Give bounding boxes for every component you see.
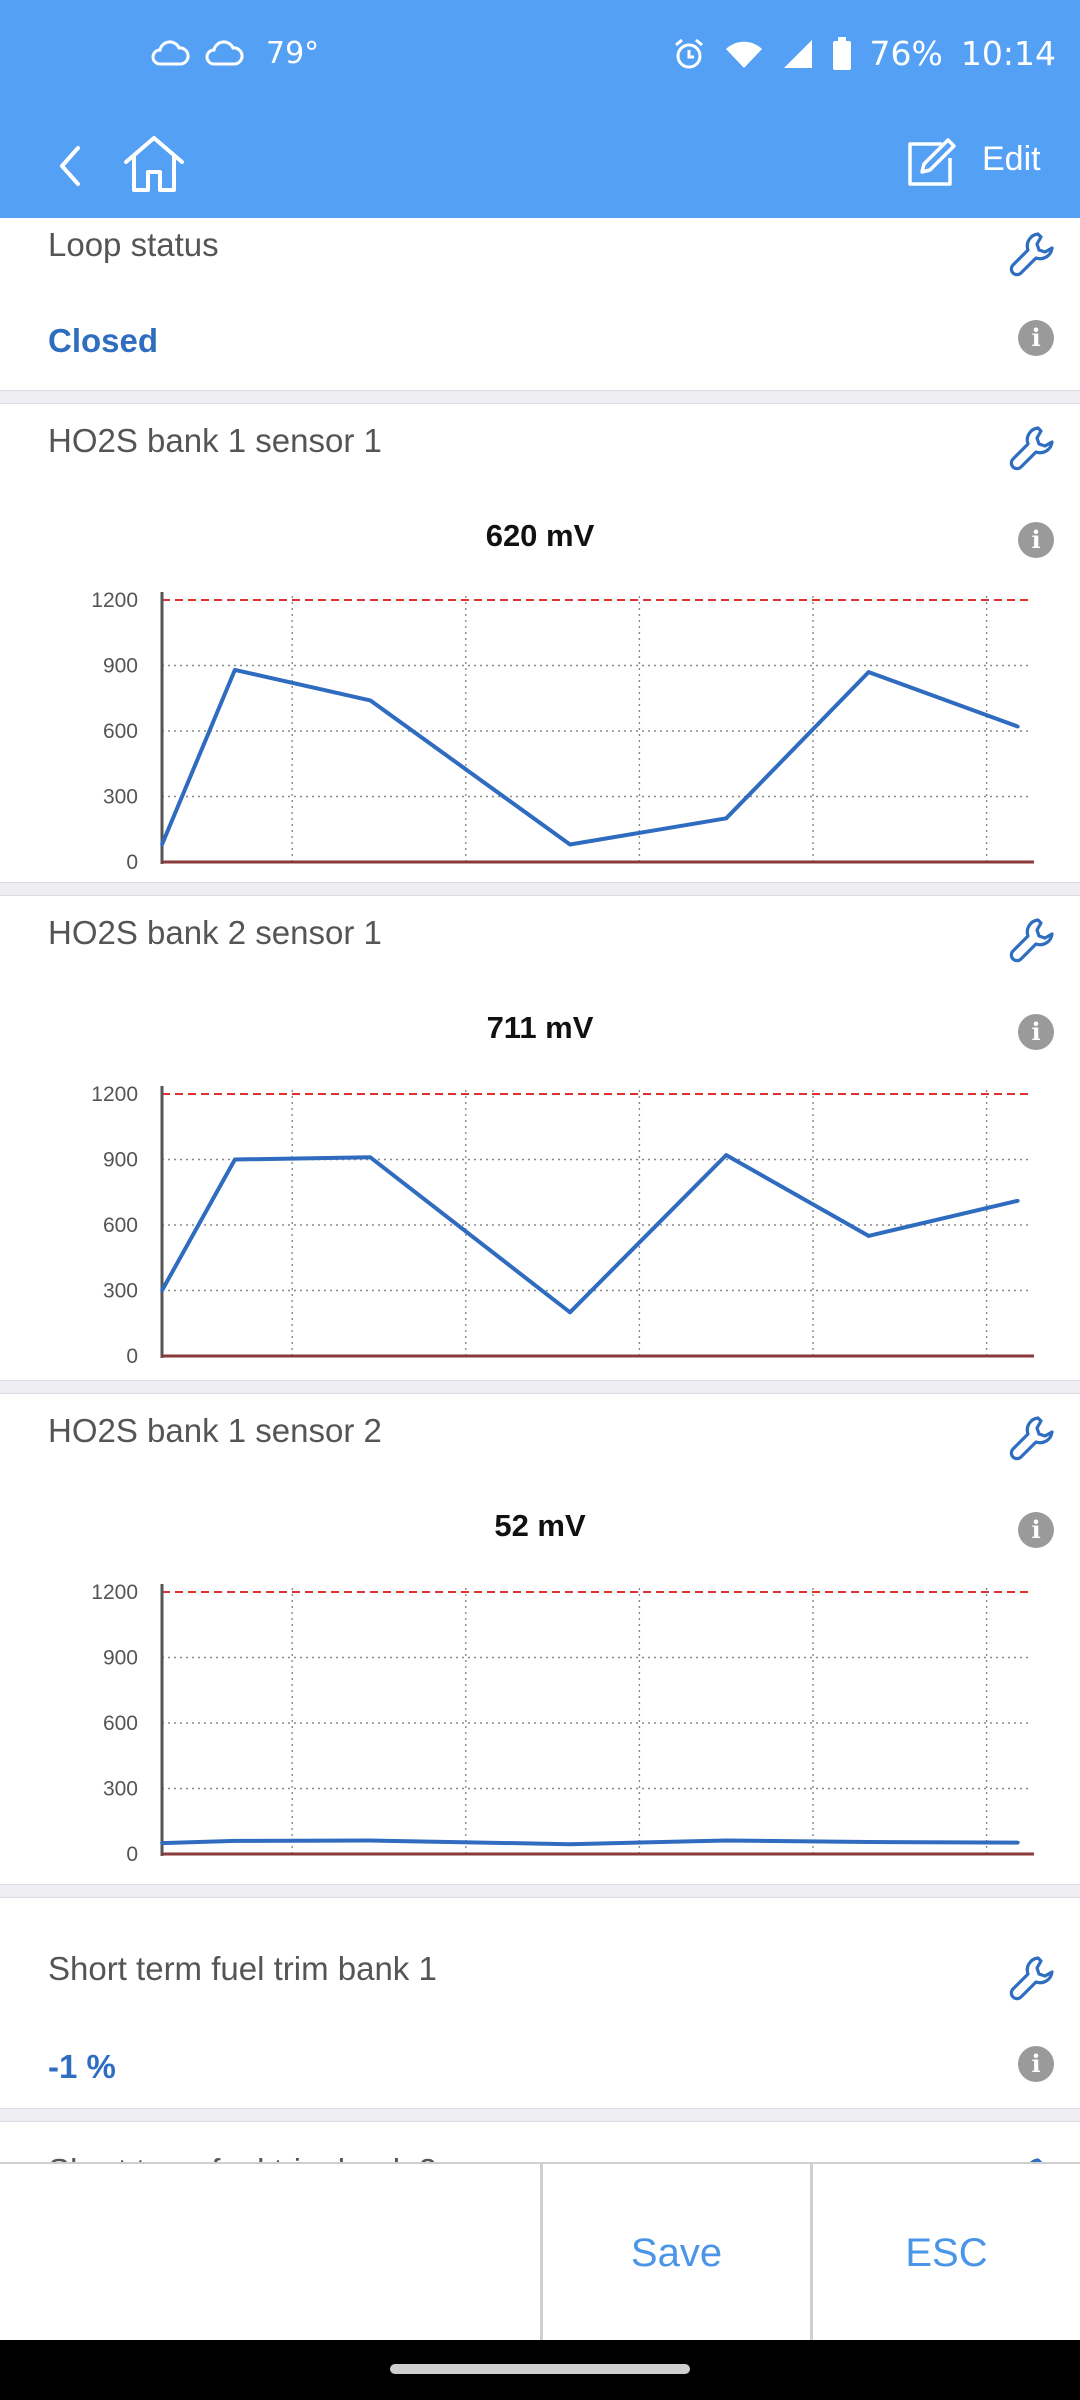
y-tick-label: 600 bbox=[103, 720, 138, 743]
data-point bbox=[368, 698, 373, 703]
y-tick-label: 0 bbox=[126, 1345, 138, 1366]
y-tick-label: 300 bbox=[103, 1280, 138, 1303]
separator bbox=[0, 882, 1080, 896]
info-icon[interactable]: i bbox=[1018, 522, 1054, 558]
data-point bbox=[866, 670, 871, 674]
data-point bbox=[160, 1841, 164, 1845]
wrench-icon[interactable] bbox=[1008, 916, 1056, 964]
item-value: Closed bbox=[48, 322, 159, 359]
bottom-action-bar: Save ESC bbox=[0, 2162, 1080, 2342]
sensor-list[interactable]: Loop status Closed i HO2S bank 1 sensor … bbox=[0, 218, 1080, 2162]
y-tick-label: 900 bbox=[103, 655, 138, 678]
data-point bbox=[233, 668, 237, 672]
series-line bbox=[160, 1153, 1019, 1315]
y-tick-label: 1200 bbox=[91, 589, 138, 612]
edit-button[interactable]: Edit bbox=[982, 140, 1041, 178]
separator bbox=[0, 1380, 1080, 1394]
info-icon[interactable]: i bbox=[1018, 1512, 1054, 1548]
status-bar: 79° 76% 10:14 bbox=[0, 0, 1080, 112]
y-tick-label: 600 bbox=[103, 1712, 138, 1735]
loop-status-item[interactable]: Loop status Closed i bbox=[0, 218, 1080, 390]
wifi-icon bbox=[725, 41, 762, 68]
separator bbox=[0, 2108, 1080, 2122]
y-tick-label: 0 bbox=[126, 1843, 138, 1864]
app-bar: Edit bbox=[0, 112, 1080, 218]
series-line bbox=[161, 1838, 1018, 1847]
data-point bbox=[724, 816, 728, 821]
battery-percentage: 76% bbox=[869, 34, 943, 73]
chart-item-ho2s-b2s1[interactable]: HO2S bank 2 sensor 1 711 mV i 0 300 600 900… bbox=[0, 896, 1080, 1380]
alarm-icon bbox=[674, 38, 703, 68]
data-point bbox=[368, 1155, 373, 1160]
battery-icon bbox=[832, 36, 851, 70]
y-tick-label: 1200 bbox=[91, 1581, 138, 1604]
data-point bbox=[724, 1838, 728, 1843]
back-icon[interactable] bbox=[42, 136, 102, 196]
esc-button[interactable]: ESC bbox=[905, 2230, 988, 2275]
data-point bbox=[866, 1234, 871, 1238]
chart-current-value: 52 mV bbox=[494, 1508, 586, 1543]
wrench-icon[interactable] bbox=[1008, 230, 1056, 278]
save-button[interactable]: Save bbox=[630, 2230, 723, 2275]
weather-temperature: 79° bbox=[266, 36, 320, 71]
y-tick-label: 600 bbox=[103, 1214, 138, 1237]
info-icon[interactable]: i bbox=[1018, 320, 1054, 356]
info-icon[interactable]: i bbox=[1018, 1014, 1054, 1050]
chart-ho2s-b2s1: 0300600900120000:1300:1400:1500:1600:17 bbox=[91, 1083, 1034, 1366]
wrench-icon[interactable] bbox=[1008, 1954, 1056, 2002]
item-title: HO2S bank 2 sensor 1 bbox=[48, 914, 382, 951]
chart-ho2s-b1s2: 0300600900120000:1300:1400:1500:1600:17 bbox=[91, 1581, 1034, 1864]
cloud-icon bbox=[151, 39, 190, 65]
y-tick-label: 0 bbox=[126, 851, 138, 872]
data-point bbox=[1016, 724, 1020, 729]
item-title: Short term fuel trim bank 1 bbox=[48, 1950, 437, 1987]
y-tick-label: 300 bbox=[103, 1778, 138, 1801]
series-line bbox=[160, 667, 1019, 847]
y-tick-label: 900 bbox=[103, 1149, 138, 1172]
status-bar-left: 79° bbox=[150, 36, 319, 71]
info-icon[interactable]: i bbox=[1018, 2046, 1054, 2082]
status-bar-right: 76% 10:14 bbox=[672, 34, 1056, 73]
chart-current-value: 711 mV bbox=[486, 1010, 594, 1045]
clock: 10:14 bbox=[960, 34, 1056, 73]
data-point bbox=[368, 1838, 373, 1843]
wrench-icon[interactable] bbox=[1008, 424, 1056, 472]
data-point bbox=[233, 1839, 237, 1843]
fuel-trim-bank2-item[interactable]: Short term fuel trim bank 2 bbox=[0, 2122, 1080, 2162]
divider bbox=[540, 2164, 543, 2342]
item-title: HO2S bank 1 sensor 1 bbox=[48, 422, 382, 459]
data-point bbox=[1016, 1198, 1020, 1203]
separator bbox=[0, 390, 1080, 404]
data-point bbox=[160, 1288, 164, 1293]
data-point bbox=[724, 1153, 728, 1157]
data-point bbox=[160, 842, 164, 847]
y-tick-label: 1200 bbox=[91, 1083, 138, 1106]
chart-current-value: 620 mV bbox=[485, 518, 595, 553]
y-tick-label: 900 bbox=[103, 1647, 138, 1670]
chart-item-ho2s-b1s1[interactable]: HO2S bank 1 sensor 1 620 mV i 0 300 600 900… bbox=[0, 404, 1080, 882]
system-nav-bar bbox=[0, 2340, 1080, 2400]
chart-item-ho2s-b1s2[interactable]: HO2S bank 1 sensor 2 52 mV i 0 300 600 900 1… bbox=[0, 1394, 1080, 1884]
edit-icon[interactable] bbox=[902, 136, 958, 192]
home-icon[interactable] bbox=[120, 132, 188, 196]
separator bbox=[0, 1884, 1080, 1898]
data-point bbox=[233, 1157, 237, 1162]
data-point bbox=[568, 1310, 572, 1315]
signal-icon bbox=[783, 39, 812, 68]
data-point bbox=[866, 1840, 871, 1844]
item-title: Loop status bbox=[48, 226, 219, 263]
cloud-icon bbox=[205, 39, 244, 65]
fuel-trim-bank1-item[interactable]: Short term fuel trim bank 1 -1 % i bbox=[0, 1898, 1080, 2108]
item-title: HO2S bank 1 sensor 2 bbox=[48, 1412, 382, 1449]
chart-ho2s-b1s1: 0300600900120000:1300:1400:1500:1600:17 bbox=[91, 589, 1034, 872]
home-gesture-handle[interactable] bbox=[390, 2364, 690, 2374]
data-point bbox=[568, 842, 572, 847]
y-tick-label: 300 bbox=[103, 786, 138, 809]
item-title: Short term fuel trim bank 2 bbox=[48, 2152, 437, 2162]
data-point bbox=[1016, 1840, 1020, 1845]
data-point bbox=[568, 1842, 572, 1846]
divider bbox=[810, 2164, 813, 2342]
item-value: -1 % bbox=[48, 2048, 116, 2085]
wrench-icon[interactable] bbox=[1008, 1414, 1056, 1462]
